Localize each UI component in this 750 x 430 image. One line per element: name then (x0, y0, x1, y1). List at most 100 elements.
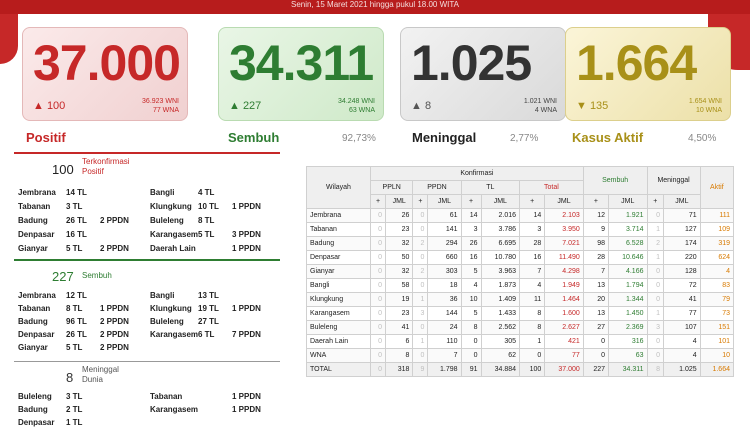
table-cell: 1.798 (427, 362, 462, 377)
table-cell: Denpasar (306, 250, 371, 265)
section-cell-tl: 8 TL (198, 216, 215, 225)
section-cell-ppdn: 2 PPDN (100, 216, 129, 225)
table-total-row: TOTAL 0 318 9 1.798 91 34.884 100 37.000 227 34.31… (306, 362, 735, 377)
table-cell: 111 (699, 208, 735, 223)
card-positif: 37.000 ▲ 100 36.923 WNI 77 WNA (22, 27, 188, 121)
positif-breakdown: 36.923 WNI 77 WNA (142, 97, 179, 115)
table-cell: 151 (699, 320, 735, 335)
th-total: Total (519, 180, 584, 195)
table-cell: 7 (519, 264, 546, 279)
table-cell: 14 (460, 208, 482, 223)
table-cell: 1 (412, 334, 429, 349)
table-cell: Klungkung (306, 292, 371, 307)
card-meninggal: 1.025 ▲ 8 1.021 WNI 4 WNA (400, 27, 566, 121)
table-cell: 8 (519, 306, 546, 321)
section-cell-name: Buleleng (150, 216, 184, 225)
section-cell-name: Daerah Lain (150, 244, 196, 253)
table-cell: 98 (582, 236, 610, 251)
section-cell-name: Gianyar (18, 343, 48, 352)
section-cell-ppdn: 2 PPDN (100, 317, 129, 326)
section-cell-tl: 4 TL (198, 188, 215, 197)
table-cell: 144 (427, 306, 462, 321)
section-cell-name: Klungkung (150, 202, 192, 211)
meninggal-wna: 4 WNA (534, 107, 557, 114)
aktif-breakdown: 1.654 WNI 10 WNA (689, 97, 722, 115)
table-cell: 1.433 (480, 306, 521, 321)
table-cell: 0 (412, 250, 429, 265)
th-sub: JML (544, 194, 584, 209)
label-aktif: Kasus Aktif (572, 130, 644, 145)
table-cell: 8 (646, 362, 665, 377)
table-cell: 6.695 (480, 236, 521, 251)
section-cell-name: Badung (18, 405, 48, 414)
table-cell: 28 (519, 236, 546, 251)
section-meninggal-title-1: Meninggal (82, 365, 119, 374)
table-cell: 660 (427, 250, 462, 265)
th-sub: + (582, 194, 610, 209)
section-meninggal-header: 8 Meninggal Dunia (14, 362, 280, 392)
table-cell: 7 (582, 264, 610, 279)
section-cell-name: Denpasar (18, 418, 55, 427)
table-row: Bangli 0 58 0 18 4 1.873 4 1.949 13 1.794 0 72 83 (306, 278, 735, 293)
th-sub: JML (480, 194, 521, 209)
table-cell: 37.000 (544, 362, 584, 377)
table-cell: 0 (646, 264, 665, 279)
section-meninggal-title-2: Dunia (82, 375, 103, 384)
table-cell: 174 (663, 236, 701, 251)
table-cell: TOTAL (306, 362, 371, 377)
table-row: Tabanan 0 23 0 141 3 3.786 3 3.950 9 3.714 1 127 109 (306, 222, 735, 237)
table-cell: 0 (519, 348, 546, 363)
table-cell: 2 (412, 236, 429, 251)
table-cell: 1 (519, 334, 546, 349)
table-cell: 32 (384, 264, 414, 279)
section-cell-name: Buleleng (18, 392, 52, 401)
section-sembuh-title: Sembuh (82, 271, 112, 281)
table-cell: 0 (412, 348, 429, 363)
decor-swoosh-left (0, 14, 18, 64)
table-cell: 0 (582, 334, 610, 349)
section-cell-name: Bangli (150, 188, 175, 197)
table-cell: 2.016 (480, 208, 521, 223)
section-cell-ppdn: 1 PPDN (232, 304, 261, 313)
section-cell-tl: 26 TL (66, 216, 87, 225)
section-cell-name: Karangasem (150, 330, 199, 339)
table-cell: 16 (460, 250, 482, 265)
table-cell: 220 (663, 250, 701, 265)
table-cell: 1.794 (608, 278, 648, 293)
table-cell: 4 (460, 278, 482, 293)
table-row: Jembrana 0 26 0 61 14 2.016 14 2.103 12 1.921 0 71 11… (306, 208, 735, 223)
th-sub: + (460, 194, 482, 209)
section-cell-tl: 1 TL (66, 418, 83, 427)
section-cell-ppdn: 2 PPDN (100, 330, 129, 339)
aktif-wni: 1.654 WNI (688, 98, 722, 105)
table-cell: WNA (306, 348, 371, 363)
label-meninggal: Meninggal (412, 130, 477, 145)
table-cell: 0 (646, 348, 665, 363)
table-cell: Buleleng (306, 320, 371, 335)
table-cell: 0 (370, 208, 386, 223)
meninggal-breakdown: 1.021 WNI 4 WNA (524, 97, 557, 115)
meninggal-change: ▲ 8 (411, 100, 432, 112)
table-cell: 6 (384, 334, 414, 349)
sembuh-wna: 63 WNA (348, 107, 375, 114)
section-cell-ppdn: 3 PPDN (232, 230, 261, 239)
table-cell: 1 (646, 222, 665, 237)
th-meninggal: Meninggal (646, 166, 701, 195)
table-cell: 34.311 (608, 362, 648, 377)
table-cell: 303 (427, 264, 462, 279)
aktif-wna: 10 WNA (695, 107, 722, 114)
pct-meninggal: 2,77% (510, 133, 539, 144)
section-positif-header: 100 Terkonfirmasi Positif (14, 154, 280, 184)
table-row: Badung 0 32 2 294 26 6.695 28 7.021 98 6.528 2 174 31… (306, 236, 735, 251)
section-cell-tl: 16 TL (66, 230, 87, 239)
table-cell: 0 (646, 278, 665, 293)
sembuh-change: ▲ 227 (229, 100, 262, 112)
section-cell-tl: 14 TL (66, 188, 87, 197)
th-ppdn: PPDN (412, 180, 462, 195)
table-cell: 3.714 (608, 222, 648, 237)
aktif-value: 1.664 (576, 35, 697, 91)
table-cell: 2 (412, 264, 429, 279)
table-cell: 16 (519, 250, 546, 265)
table-cell: 1.409 (480, 292, 521, 307)
section-cell-name: Karangasem (150, 230, 199, 239)
